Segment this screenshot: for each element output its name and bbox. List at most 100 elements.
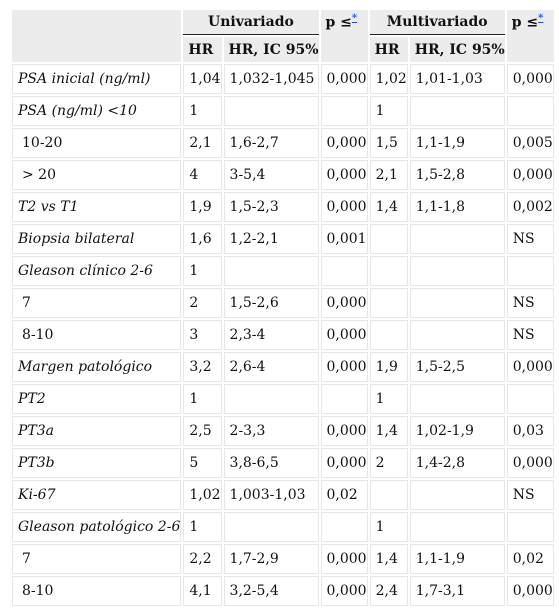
table-row: 10-20 2,1 1,6-2,7 0,000 1,5 1,1-1,9 0,005 — [12, 128, 554, 158]
cell-multi-hr: 1,4 — [369, 544, 408, 574]
cell-univ-ic: 1,6-2,7 — [223, 128, 319, 158]
cell-multi-p — [506, 96, 554, 126]
results-table-container: Univariado p ≤* Multivariado p ≤* HR HR,… — [10, 8, 554, 608]
cell-univ-ic — [223, 96, 319, 126]
cell-univ-ic: 1,7-2,9 — [223, 544, 319, 574]
row-label: 8-10 — [12, 320, 182, 350]
cell-univ-p: 0,000 — [320, 544, 368, 574]
cell-multi-hr — [369, 480, 408, 510]
cell-multi-ic — [409, 320, 505, 350]
cell-univ-ic: 3,2-5,4 — [223, 576, 319, 606]
cell-multi-p — [506, 512, 554, 542]
cell-univ-p — [320, 96, 368, 126]
cell-multi-p: 0,002 — [506, 192, 554, 222]
hazard-ratio-table: Univariado p ≤* Multivariado p ≤* HR HR,… — [10, 8, 556, 608]
cell-multi-hr: 1 — [369, 96, 408, 126]
table-row: Gleason clínico 2-6 1 — [12, 256, 554, 286]
cell-multi-ic — [409, 224, 505, 254]
table-row: PSA (ng/ml) <10 1 1 — [12, 96, 554, 126]
cell-multi-hr: 2,4 — [369, 576, 408, 606]
cell-multi-ic: 1,5-2,8 — [409, 160, 505, 190]
cell-univ-p — [320, 384, 368, 414]
table-row: 7 2,2 1,7-2,9 0,000 1,4 1,1-1,9 0,02 — [12, 544, 554, 574]
cell-multi-hr — [369, 288, 408, 318]
header-multivariado: Multivariado — [369, 10, 505, 35]
row-label: 7 — [12, 544, 182, 574]
row-label: T2 vs T1 — [12, 192, 182, 222]
cell-multi-ic — [409, 480, 505, 510]
table-body: PSA inicial (ng/ml) 1,04 1,032-1,045 0,000 1… — [12, 64, 554, 606]
cell-univ-hr: 4,1 — [183, 576, 222, 606]
table-row: 8-10 3 2,3-4 0,000 NS — [12, 320, 554, 350]
cell-univ-p: 0,000 — [320, 64, 368, 94]
footnote-link[interactable]: * — [351, 13, 358, 24]
cell-univ-p — [320, 256, 368, 286]
cell-univ-ic: 3,8-6,5 — [223, 448, 319, 478]
row-label: 8-10 — [12, 576, 182, 606]
cell-univ-p: 0,000 — [320, 448, 368, 478]
table-row: 8-10 4,1 3,2-5,4 0,000 2,4 1,7-3,1 0,000 — [12, 576, 554, 606]
cell-univ-ic: 2,6-4 — [223, 352, 319, 382]
cell-multi-ic: 1,1-1,9 — [409, 544, 505, 574]
cell-univ-ic: 1,2-2,1 — [223, 224, 319, 254]
table-header: Univariado p ≤* Multivariado p ≤* HR HR,… — [12, 10, 554, 62]
cell-multi-p: NS — [506, 320, 554, 350]
row-label: PT3a — [12, 416, 182, 446]
row-label: 7 — [12, 288, 182, 318]
cell-multi-p — [506, 256, 554, 286]
cell-multi-p: 0,03 — [506, 416, 554, 446]
p-label: p ≤ — [511, 14, 539, 31]
cell-univ-hr: 1 — [183, 512, 222, 542]
row-label: Margen patológico — [12, 352, 182, 382]
row-label: PSA inicial (ng/ml) — [12, 64, 182, 94]
footnote-link[interactable]: * — [538, 13, 544, 24]
cell-univ-hr: 1,9 — [183, 192, 222, 222]
cell-univ-p: 0,000 — [320, 128, 368, 158]
table-row: PT3a 2,5 2-3,3 0,000 1,4 1,02-1,9 0,03 — [12, 416, 554, 446]
cell-multi-hr: 1,4 — [369, 416, 408, 446]
cell-univ-hr: 1 — [183, 256, 222, 286]
cell-univ-hr: 2,1 — [183, 128, 222, 158]
header-row-groups: Univariado p ≤* Multivariado p ≤* — [12, 10, 554, 62]
cell-multi-hr: 1,9 — [369, 352, 408, 382]
cell-univ-ic: 1,5-2,3 — [223, 192, 319, 222]
cell-univ-p: 0,000 — [320, 192, 368, 222]
cell-multi-p: 0,000 — [506, 64, 554, 94]
header-row-columns: HR HR, IC 95% HR HR, IC 95% — [12, 37, 554, 62]
cell-multi-ic — [409, 384, 505, 414]
table-row: T2 vs T1 1,9 1,5-2,3 0,000 1,4 1,1-1,8 0,002 — [12, 192, 554, 222]
table-row: PT3b 5 3,8-6,5 0,000 2 1,4-2,8 0,000 — [12, 448, 554, 478]
cell-multi-ic — [409, 96, 505, 126]
table-row: PSA inicial (ng/ml) 1,04 1,032-1,045 0,000 1… — [12, 64, 554, 94]
cell-univ-ic — [223, 384, 319, 414]
cell-univ-hr: 4 — [183, 160, 222, 190]
row-label: Biopsia bilateral — [12, 224, 182, 254]
row-label: Gleason patológico 2-6 — [12, 512, 182, 542]
cell-univ-p: 0,000 — [320, 160, 368, 190]
header-hr-multi: HR — [369, 37, 408, 62]
cell-multi-hr — [369, 256, 408, 286]
cell-multi-ic: 1,01-1,03 — [409, 64, 505, 94]
cell-univ-ic: 1,003-1,03 — [223, 480, 319, 510]
cell-univ-hr: 1 — [183, 384, 222, 414]
cell-univ-ic: 2,3-4 — [223, 320, 319, 350]
row-label: Gleason clínico 2-6 — [12, 256, 182, 286]
cell-multi-p: 0,000 — [506, 352, 554, 382]
cell-multi-ic: 1,1-1,9 — [409, 128, 505, 158]
cell-multi-ic: 1,5-2,5 — [409, 352, 505, 382]
header-hr-univ: HR — [183, 37, 222, 62]
cell-multi-p: NS — [506, 224, 554, 254]
cell-multi-p: 0,005 — [506, 128, 554, 158]
header-p-multi: p ≤* — [506, 10, 554, 62]
cell-univ-ic — [223, 512, 319, 542]
cell-univ-p: 0,02 — [320, 480, 368, 510]
cell-univ-p: 0,000 — [320, 320, 368, 350]
cell-multi-ic: 1,7-3,1 — [409, 576, 505, 606]
table-row: 7 2 1,5-2,6 0,000 NS — [12, 288, 554, 318]
cell-univ-p: 0,000 — [320, 416, 368, 446]
header-hr-ic-univ: HR, IC 95% — [223, 37, 319, 62]
cell-univ-p: 0,001 — [320, 224, 368, 254]
cell-univ-p: 0,000 — [320, 352, 368, 382]
cell-multi-ic: 1,4-2,8 — [409, 448, 505, 478]
cell-univ-hr: 2,5 — [183, 416, 222, 446]
